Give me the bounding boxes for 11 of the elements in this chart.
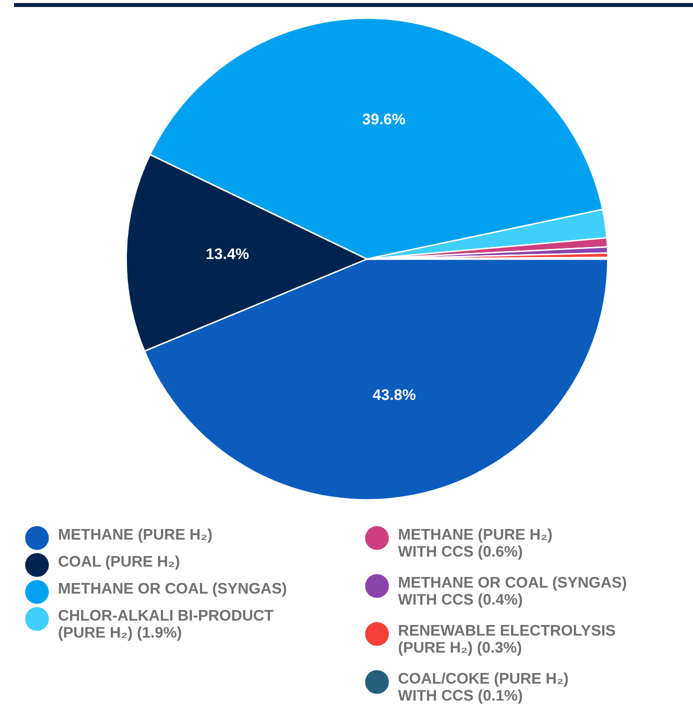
data-label: 43.8% [372,389,416,400]
legend-label: CHLOR-ALKALI BI-PRODUCT (PURE H₂) (1.9%) [58,610,274,641]
data-label: 13.4% [206,248,249,260]
legend-label: RENEWABLE ELECTROLYSIS (PURE H₂) (0.3%) [398,624,616,656]
legend-label: METHANE (PURE H₂) [59,528,212,543]
data-label: 39.6% [362,114,406,124]
legend-label: COAL (PURE H₂) [58,556,180,570]
legend-label: METHANE OR COAL (SYNGAS) [59,582,286,597]
legend-label: METHANE OR COAL (SYNGAS) WITH CCS (0.4%) [398,576,626,608]
legend-label: METHANE (PURE H₂) WITH CCS (0.6%) [398,528,552,560]
legend-label: COAL/COKE (PURE H₂) WITH CCS (0.1%) [398,672,568,704]
